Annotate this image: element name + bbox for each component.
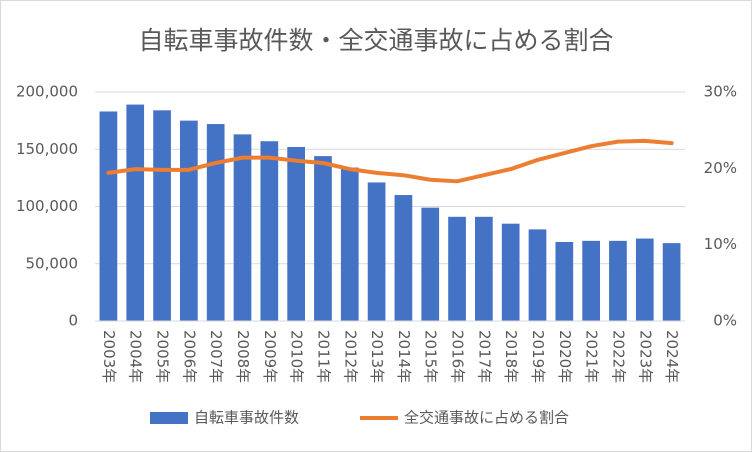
legend-label: 自転車事故件数	[194, 409, 299, 427]
x-tick-label: 2005年	[154, 330, 172, 383]
bar	[662, 243, 681, 321]
x-tick-label: 2016年	[449, 330, 467, 383]
x-tick-label: 2007年	[207, 330, 225, 383]
x-tick-label: 2023年	[636, 330, 654, 383]
y-tick-label: 150,000	[16, 140, 78, 158]
x-tick-label: 2022年	[609, 330, 627, 383]
y2-tick-label: 0%	[713, 312, 737, 330]
chart-title: 自転車事故件数・全交通事故に占める割合	[138, 26, 613, 55]
x-tick-label: 2009年	[261, 330, 279, 383]
x-tick-label: 2008年	[234, 330, 252, 383]
y2-tick-label: 20%	[704, 159, 737, 177]
bar	[501, 223, 520, 321]
y-tick-label: 100,000	[16, 197, 78, 215]
x-tick-label: 2013年	[368, 330, 386, 383]
y-tick-label: 0	[68, 312, 78, 330]
bar	[421, 207, 440, 321]
x-tick-label: 2003年	[100, 330, 118, 383]
x-tick-label: 2024年	[663, 330, 681, 383]
bar	[314, 156, 332, 321]
x-tick-label: 2018年	[502, 330, 520, 383]
x-tick-label: 2014年	[395, 330, 413, 383]
bar	[367, 182, 386, 321]
x-tick-label: 2019年	[529, 330, 547, 383]
bar	[635, 238, 654, 321]
y2-tick-label: 10%	[704, 235, 737, 253]
x-tick-label: 2015年	[422, 330, 440, 383]
bar	[448, 216, 466, 321]
x-tick-label: 2021年	[583, 330, 601, 383]
x-tick-label: 2020年	[556, 330, 574, 383]
bar	[609, 240, 627, 321]
x-tick-label: 2004年	[127, 330, 145, 383]
bar	[206, 124, 225, 321]
bar	[260, 141, 279, 321]
bar	[528, 229, 547, 321]
bar	[99, 111, 118, 321]
bar	[394, 195, 413, 321]
line	[106, 138, 674, 184]
bar	[233, 134, 252, 321]
y-tick-label: 200,000	[16, 83, 78, 101]
bar	[153, 110, 171, 321]
bar	[555, 241, 574, 321]
bar	[180, 120, 198, 321]
x-tick-label: 2006年	[180, 330, 198, 383]
y2-tick-label: 30%	[704, 83, 737, 101]
bar	[287, 146, 305, 321]
bar	[475, 216, 493, 321]
bar	[582, 240, 600, 321]
bar	[126, 104, 145, 321]
bar	[340, 167, 359, 321]
x-tick-label: 2012年	[341, 330, 359, 383]
x-tick-label: 2010年	[288, 330, 306, 383]
x-tick-label: 2017年	[475, 330, 493, 383]
legend-swatch	[150, 412, 188, 424]
x-tick-label: 2011年	[314, 330, 332, 383]
legend-label: 全交通事故に占める割合	[404, 409, 569, 427]
y-tick-label: 50,000	[26, 254, 79, 272]
